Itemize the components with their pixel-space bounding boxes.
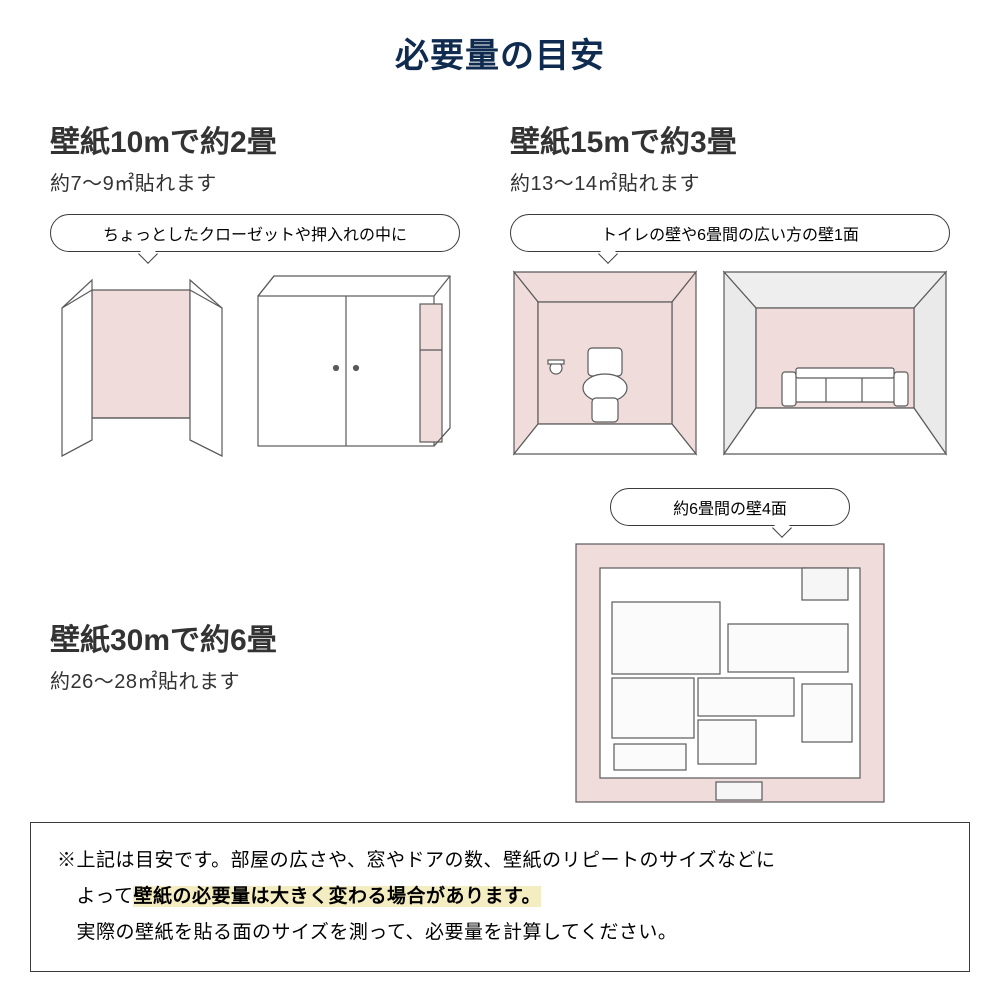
sec15-sub: 約13～14㎡貼れます — [510, 167, 950, 196]
room-plan-icon — [570, 538, 890, 808]
sec10-bubble-text: ちょっとしたクローゼットや押入れの中に — [103, 227, 407, 244]
note-line-1: ※上記は目安です。部屋の広さや、窓やドアの数、壁紙のリピートのサイズなどに — [57, 843, 943, 879]
toilet-room-icon — [510, 268, 700, 458]
section-15m: 壁紙15mで約3畳 約13～14㎡貼れます トイレの壁や6畳間の広い方の壁1面 — [510, 117, 950, 458]
sec30-sub: 約26～28㎡貼れます — [50, 665, 460, 694]
page-title: 必要量の目安 — [0, 0, 1000, 77]
sections-grid: 壁紙10mで約2畳 約7～9㎡貼れます ちょっとしたクローゼットや押入れの中に — [0, 77, 1000, 808]
sec15-illustrations — [510, 268, 950, 458]
sec10-bubble: ちょっとしたクローゼットや押入れの中に — [50, 214, 460, 252]
sec10-title: 壁紙10mで約2畳 — [50, 117, 460, 161]
sec15-bubble-text: トイレの壁や6畳間の広い方の壁1面 — [601, 227, 859, 244]
sec30-bubble-text: 約6畳間の壁4面 — [673, 501, 787, 518]
bubble-tail-icon — [772, 518, 792, 538]
note-line-3: 実際の壁紙を貼る面のサイズを測って、必要量を計算してください。 — [57, 915, 943, 951]
note-line-2: よって壁紙の必要量は大きく変わる場合があります。 — [57, 879, 943, 915]
sec15-title: 壁紙15mで約3畳 — [510, 117, 950, 161]
sec15-bubble: トイレの壁や6畳間の広い方の壁1面 — [510, 214, 950, 252]
note-box: ※上記は目安です。部屋の広さや、窓やドアの数、壁紙のリピートのサイズなどに よっ… — [30, 822, 970, 972]
sec30-title: 壁紙30mで約6畳 — [50, 615, 460, 659]
note-2a: よって — [57, 886, 133, 907]
room-one-wall-icon — [720, 268, 950, 458]
bubble-tail-icon — [598, 244, 618, 264]
section-30m-text: 壁紙30mで約6畳 約26～28㎡貼れます — [50, 585, 460, 712]
closet-open-icon — [50, 268, 230, 458]
sec10-illustrations — [50, 268, 460, 458]
closet-sliding-icon — [250, 268, 460, 458]
section-10m: 壁紙10mで約2畳 約7～9㎡貼れます ちょっとしたクローゼットや押入れの中に — [50, 117, 460, 458]
note-1a: ※上記は目安です。部屋の広さや、窓やドアの数、壁紙のリピートのサイズなどに — [57, 850, 775, 871]
note-highlight: 壁紙の必要量は大きく変わる場合があります。 — [133, 886, 541, 907]
bubble-tail-icon — [138, 244, 158, 264]
section-30m-illus: 約6畳間の壁4面 — [510, 488, 950, 808]
sec30-bubble: 約6畳間の壁4面 — [610, 488, 850, 526]
sec10-sub: 約7～9㎡貼れます — [50, 167, 460, 196]
